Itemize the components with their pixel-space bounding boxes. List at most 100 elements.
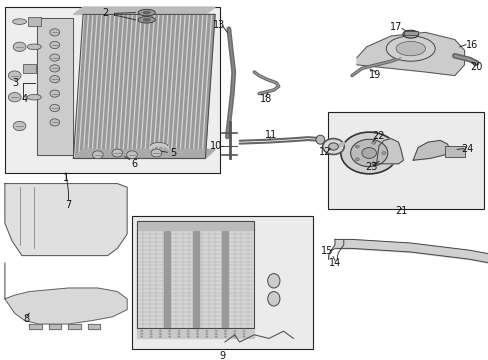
Circle shape [140, 333, 143, 335]
Polygon shape [5, 184, 127, 256]
Circle shape [140, 330, 143, 332]
Circle shape [242, 333, 245, 335]
Ellipse shape [27, 44, 41, 50]
Polygon shape [137, 14, 148, 158]
Polygon shape [98, 14, 109, 158]
Polygon shape [88, 324, 100, 329]
Circle shape [177, 336, 180, 338]
Circle shape [168, 333, 171, 335]
Circle shape [50, 41, 60, 49]
Circle shape [168, 336, 171, 338]
Text: 3: 3 [13, 78, 19, 88]
Text: 6: 6 [131, 159, 137, 169]
Circle shape [381, 152, 385, 154]
Ellipse shape [395, 41, 425, 56]
Polygon shape [198, 14, 210, 158]
Circle shape [8, 93, 21, 102]
Circle shape [340, 132, 397, 174]
Circle shape [126, 151, 137, 159]
Circle shape [168, 330, 171, 332]
Text: 15: 15 [320, 246, 332, 256]
Circle shape [242, 330, 245, 332]
Polygon shape [412, 140, 449, 160]
Bar [132, 216, 312, 349]
Circle shape [50, 54, 60, 61]
Polygon shape [84, 14, 96, 158]
Circle shape [50, 90, 60, 97]
Circle shape [13, 42, 26, 51]
Polygon shape [163, 14, 175, 158]
Polygon shape [106, 14, 118, 158]
Text: 1: 1 [63, 173, 69, 183]
Circle shape [112, 149, 122, 157]
Polygon shape [137, 328, 254, 338]
Text: 7: 7 [65, 200, 71, 210]
Polygon shape [172, 14, 183, 158]
Circle shape [242, 336, 245, 338]
Text: 11: 11 [264, 130, 277, 140]
Ellipse shape [143, 11, 150, 14]
Circle shape [233, 336, 236, 338]
Ellipse shape [315, 135, 324, 144]
Polygon shape [203, 14, 214, 158]
Text: 19: 19 [368, 69, 381, 80]
Polygon shape [222, 230, 228, 328]
Text: 2: 2 [102, 8, 108, 18]
Circle shape [92, 151, 103, 159]
Polygon shape [115, 14, 126, 158]
Polygon shape [93, 14, 104, 158]
Polygon shape [68, 324, 81, 329]
Polygon shape [163, 230, 169, 328]
Polygon shape [124, 14, 135, 158]
Circle shape [149, 330, 152, 332]
Text: 9: 9 [219, 351, 225, 360]
Polygon shape [145, 14, 157, 158]
Polygon shape [73, 7, 215, 14]
Circle shape [322, 139, 344, 154]
Polygon shape [137, 230, 254, 328]
Circle shape [196, 333, 199, 335]
Circle shape [50, 119, 60, 126]
Circle shape [328, 143, 338, 150]
Circle shape [233, 330, 236, 332]
Circle shape [159, 336, 162, 338]
Bar [403, 31, 417, 35]
Text: 14: 14 [328, 258, 341, 268]
Circle shape [196, 330, 199, 332]
Text: 18: 18 [260, 94, 272, 104]
Circle shape [8, 71, 21, 80]
Polygon shape [75, 14, 87, 158]
Polygon shape [150, 14, 162, 158]
Circle shape [224, 330, 226, 332]
Polygon shape [159, 14, 170, 158]
Text: 24: 24 [460, 144, 472, 154]
Circle shape [371, 162, 375, 165]
Polygon shape [102, 14, 113, 158]
Circle shape [50, 104, 60, 112]
Text: 8: 8 [24, 314, 30, 324]
Text: 4: 4 [21, 94, 27, 104]
Bar [5, 7, 220, 173]
Circle shape [50, 76, 60, 83]
Text: 13: 13 [212, 20, 224, 30]
Bar [23, 64, 36, 73]
Circle shape [186, 333, 189, 335]
Polygon shape [49, 324, 61, 329]
Circle shape [205, 333, 208, 335]
Circle shape [140, 336, 143, 338]
Circle shape [233, 333, 236, 335]
Ellipse shape [267, 292, 279, 306]
Polygon shape [29, 324, 41, 329]
Circle shape [205, 336, 208, 338]
Polygon shape [128, 14, 140, 158]
Circle shape [355, 158, 359, 161]
Circle shape [159, 333, 162, 335]
Ellipse shape [402, 30, 418, 38]
Polygon shape [110, 14, 122, 158]
Circle shape [224, 336, 226, 338]
Polygon shape [154, 14, 166, 158]
Circle shape [149, 336, 152, 338]
Polygon shape [181, 14, 192, 158]
Circle shape [186, 330, 189, 332]
Polygon shape [185, 14, 197, 158]
